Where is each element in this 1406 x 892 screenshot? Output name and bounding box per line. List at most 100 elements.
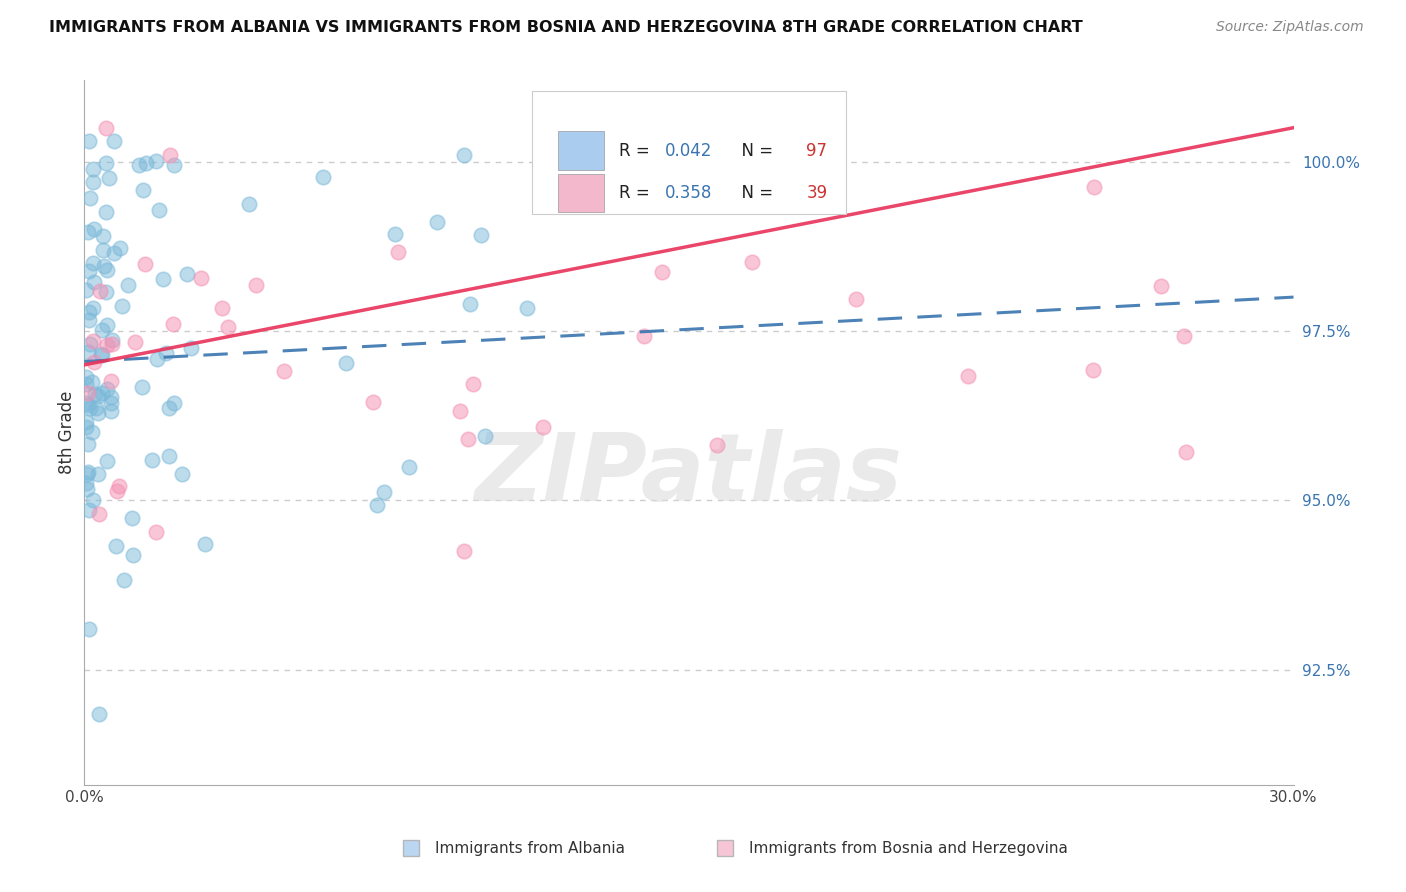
Point: [470, 227, 492, 242]
Point: [238, 197, 260, 211]
Point: [82, 301, 104, 316]
Point: [373, 485, 395, 500]
Point: [77, 345, 100, 359]
Point: [84, 387, 107, 401]
Point: [194, 537, 217, 551]
Point: [425, 214, 447, 228]
Text: ZIPatlas: ZIPatlas: [475, 429, 903, 521]
Point: [245, 278, 267, 293]
Point: [75, 396, 97, 410]
Point: [77, 263, 100, 277]
Point: [77, 398, 100, 412]
Point: [159, 148, 181, 162]
Point: [87, 389, 110, 403]
Point: [100, 396, 122, 410]
Point: [101, 337, 124, 351]
Point: [134, 257, 156, 271]
Point: [77, 465, 100, 479]
Point: [79, 191, 101, 205]
Point: [387, 245, 409, 260]
Point: [96, 318, 118, 332]
Point: [162, 317, 184, 331]
Point: [103, 134, 125, 148]
Point: [75, 420, 97, 434]
Point: [77, 622, 100, 636]
Point: [458, 297, 481, 311]
FancyBboxPatch shape: [531, 91, 846, 214]
Point: [79, 337, 101, 351]
Point: [89, 284, 111, 298]
Point: [1175, 445, 1198, 459]
Point: [97, 170, 120, 185]
Point: [105, 539, 128, 553]
Point: [845, 293, 868, 307]
Point: [132, 184, 155, 198]
Point: [217, 319, 239, 334]
Point: [76, 437, 98, 451]
Point: [145, 153, 167, 168]
Point: [533, 420, 555, 434]
Point: [76, 467, 98, 482]
Point: [89, 507, 111, 521]
Point: [100, 391, 122, 405]
Text: Immigrants from Bosnia and Herzegovina: Immigrants from Bosnia and Herzegovina: [749, 841, 1069, 856]
Point: [110, 241, 132, 255]
Point: [398, 460, 420, 475]
Point: [75, 415, 97, 429]
Point: [96, 454, 118, 468]
Point: [176, 267, 198, 281]
Point: [83, 275, 105, 289]
Point: [93, 228, 115, 243]
Y-axis label: 8th Grade: 8th Grade: [58, 391, 76, 475]
Point: [146, 352, 169, 367]
Point: [384, 227, 406, 242]
Point: [633, 329, 655, 343]
Point: [453, 148, 475, 162]
Point: [956, 369, 979, 384]
FancyBboxPatch shape: [558, 174, 605, 212]
Point: [273, 364, 295, 378]
Text: 97: 97: [806, 142, 827, 160]
Point: [312, 170, 335, 185]
Point: [157, 449, 180, 463]
Point: [91, 348, 114, 362]
Point: [94, 285, 117, 300]
Text: R =: R =: [619, 184, 655, 202]
Point: [75, 283, 97, 297]
Point: [76, 386, 98, 401]
Point: [1150, 279, 1173, 293]
Point: [90, 386, 112, 401]
Point: [474, 429, 496, 443]
Point: [366, 498, 388, 512]
Point: [1083, 179, 1105, 194]
Point: [190, 270, 212, 285]
Point: [87, 467, 110, 482]
Point: [461, 377, 484, 392]
Point: [122, 548, 145, 562]
Point: [75, 370, 97, 384]
Point: [110, 299, 132, 313]
Text: Source: ZipAtlas.com: Source: ZipAtlas.com: [1216, 20, 1364, 34]
Point: [112, 573, 135, 587]
FancyBboxPatch shape: [558, 131, 605, 170]
Point: [77, 134, 100, 148]
Point: [1173, 329, 1195, 343]
Point: [117, 277, 139, 292]
Point: [128, 157, 150, 171]
Point: [84, 401, 107, 416]
Point: [91, 323, 114, 337]
Point: [335, 356, 357, 370]
Point: [148, 202, 170, 217]
Point: [651, 265, 673, 279]
Point: [82, 175, 104, 189]
Point: [75, 376, 97, 391]
Point: [96, 205, 118, 219]
Point: [83, 222, 105, 236]
Point: [83, 355, 105, 369]
Text: 39: 39: [806, 184, 827, 202]
Point: [100, 374, 122, 388]
Point: [706, 438, 728, 452]
Point: [96, 382, 118, 396]
Point: [141, 453, 163, 467]
Point: [87, 706, 110, 721]
